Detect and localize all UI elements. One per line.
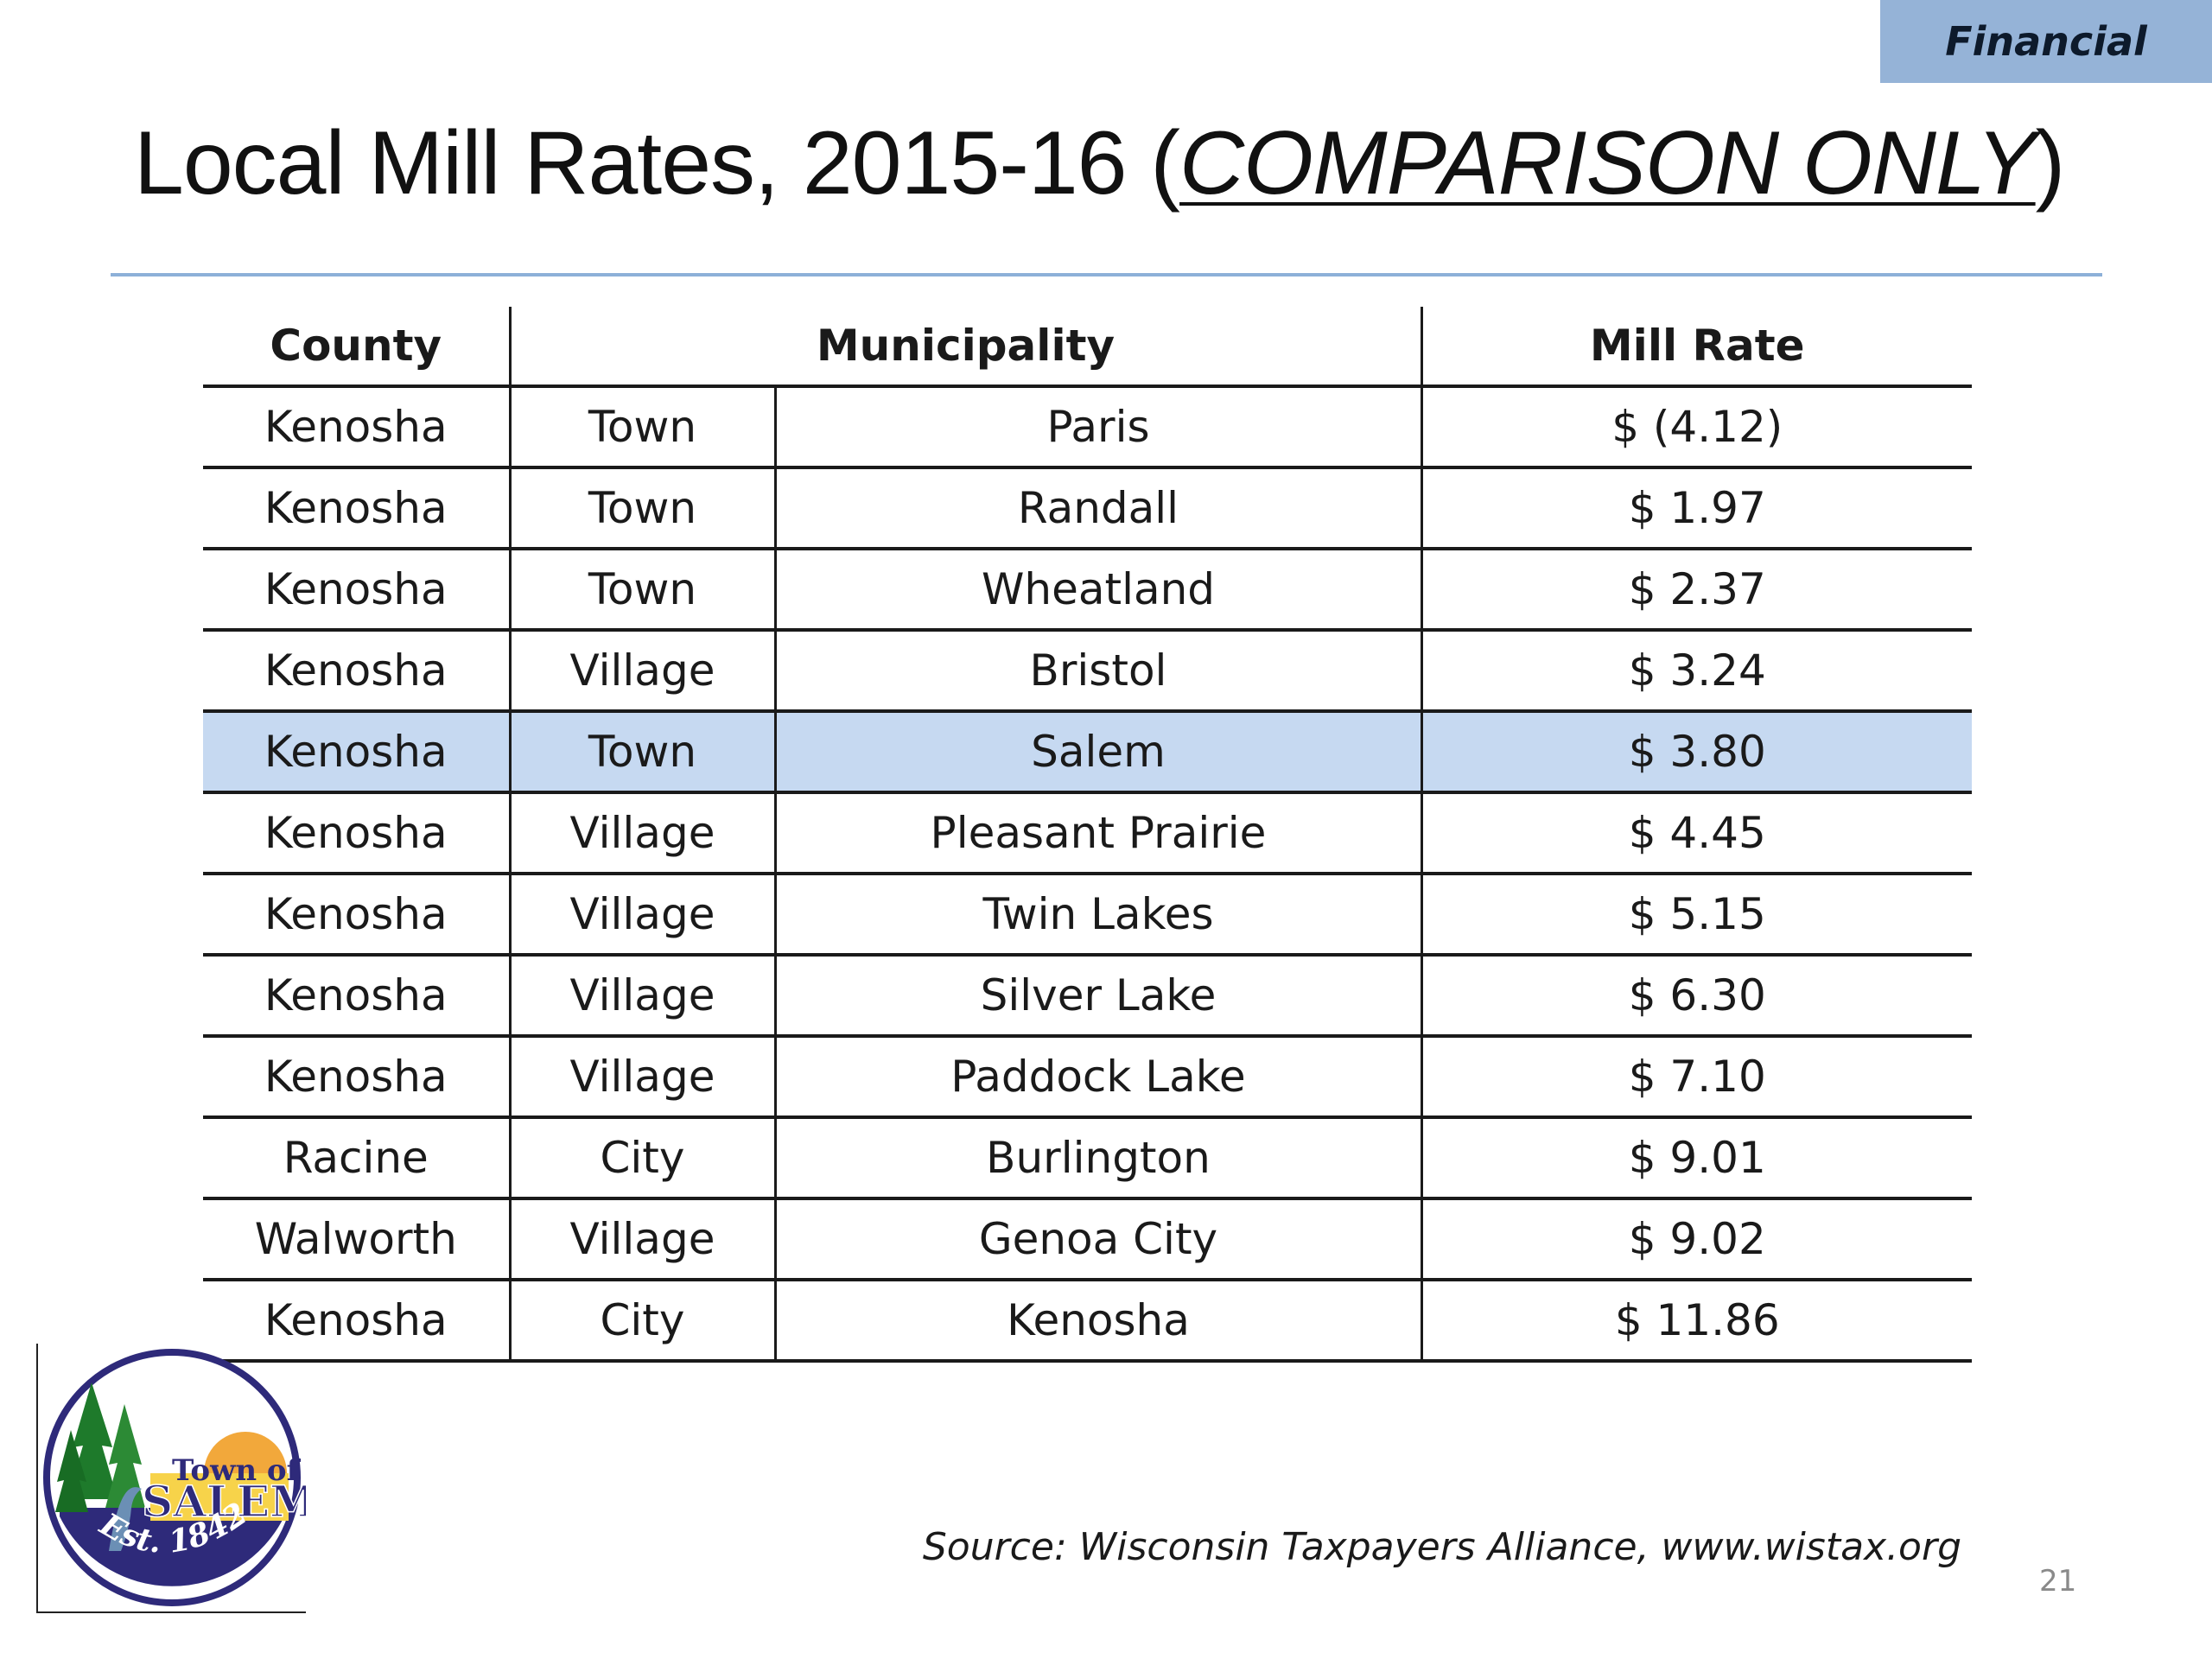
logo-line1: Town of bbox=[172, 1453, 302, 1488]
town-of-salem-logo: Town of SALEM Est. 1842 bbox=[36, 1344, 318, 1613]
cell-mill-rate: $ 9.01 bbox=[1420, 1117, 1972, 1200]
cell-county: Kenosha bbox=[203, 874, 510, 957]
cell-municipality-name: Paddock Lake bbox=[773, 1036, 1421, 1119]
cell-municipality-type: Town bbox=[508, 386, 775, 469]
table-row: Racine City Burlington $ 9.01 bbox=[203, 1117, 1972, 1200]
title-emphasis: COMPARISON ONLY bbox=[1179, 113, 2037, 213]
cell-mill-rate: $ 1.97 bbox=[1420, 467, 1972, 550]
page-title: Local Mill Rates, 2015-16 (COMPARISON ON… bbox=[134, 112, 2066, 215]
cell-mill-rate: $ 11.86 bbox=[1420, 1280, 1972, 1363]
cell-municipality-type: City bbox=[508, 1117, 775, 1200]
header-municipality: Municipality bbox=[508, 307, 1421, 388]
cell-mill-rate: $ 2.37 bbox=[1420, 549, 1972, 632]
cell-mill-rate: $ 3.80 bbox=[1420, 711, 1972, 794]
page-number: 21 bbox=[2039, 1564, 2077, 1599]
header-mill-rate: Mill Rate bbox=[1420, 307, 1972, 388]
cell-county: Kenosha bbox=[203, 1280, 510, 1363]
cell-county: Kenosha bbox=[203, 711, 510, 794]
table-row: Kenosha Village Bristol $ 3.24 bbox=[203, 630, 1972, 713]
cell-municipality-type: Village bbox=[508, 874, 775, 957]
cell-municipality-name: Burlington bbox=[773, 1117, 1421, 1200]
title-divider bbox=[111, 273, 2102, 276]
cell-mill-rate: $ 6.30 bbox=[1420, 955, 1972, 1038]
cell-municipality-type: City bbox=[508, 1280, 775, 1363]
cell-municipality-name: Genoa City bbox=[773, 1198, 1421, 1281]
section-tag: Financial bbox=[1880, 0, 2212, 83]
table-row: Kenosha City Kenosha $ 11.86 bbox=[203, 1280, 1972, 1363]
cell-mill-rate: $ 5.15 bbox=[1420, 874, 1972, 957]
cell-municipality-type: Village bbox=[508, 955, 775, 1038]
cell-mill-rate: $ 4.45 bbox=[1420, 792, 1972, 875]
cell-municipality-name: Paris bbox=[773, 386, 1421, 469]
cell-county: Kenosha bbox=[203, 955, 510, 1038]
cell-municipality-name: Pleasant Prairie bbox=[773, 792, 1421, 875]
cell-county: Kenosha bbox=[203, 630, 510, 713]
table-row: Kenosha Village Silver Lake $ 6.30 bbox=[203, 955, 1972, 1038]
header-county: County bbox=[203, 307, 510, 388]
cell-municipality-type: Town bbox=[508, 549, 775, 632]
source-citation: Source: Wisconsin Taxpayers Alliance, ww… bbox=[922, 1525, 1961, 1569]
cell-county: Kenosha bbox=[203, 467, 510, 550]
table-header-row: County Municipality Mill Rate bbox=[203, 307, 1972, 388]
table-row: Kenosha Village Pleasant Prairie $ 4.45 bbox=[203, 792, 1972, 875]
cell-municipality-type: Town bbox=[508, 467, 775, 550]
cell-municipality-name: Silver Lake bbox=[773, 955, 1421, 1038]
table-row: Kenosha Village Paddock Lake $ 7.10 bbox=[203, 1036, 1972, 1119]
cell-municipality-name: Bristol bbox=[773, 630, 1421, 713]
logo-line2: SALEM bbox=[142, 1476, 306, 1527]
table-row: Walworth Village Genoa City $ 9.02 bbox=[203, 1198, 1972, 1281]
cell-municipality-type: Village bbox=[508, 630, 775, 713]
title-main: Local Mill Rates, 2015-16 ( bbox=[134, 113, 1180, 213]
cell-mill-rate: $ 7.10 bbox=[1420, 1036, 1972, 1119]
cell-mill-rate: $ 9.02 bbox=[1420, 1198, 1972, 1281]
cell-municipality-name: Salem bbox=[773, 711, 1421, 794]
logo-seal-icon: Town of SALEM Est. 1842 bbox=[43, 1349, 318, 1606]
cell-municipality-name: Wheatland bbox=[773, 549, 1421, 632]
table-row: Kenosha Town Salem $ 3.80 bbox=[203, 711, 1972, 794]
cell-municipality-type: Village bbox=[508, 792, 775, 875]
cell-county: Walworth bbox=[203, 1198, 510, 1281]
cell-municipality-type: Village bbox=[508, 1036, 775, 1119]
table-row: Kenosha Town Randall $ 1.97 bbox=[203, 467, 1972, 550]
cell-municipality-name: Randall bbox=[773, 467, 1421, 550]
cell-county: Kenosha bbox=[203, 1036, 510, 1119]
cell-municipality-type: Village bbox=[508, 1198, 775, 1281]
table-row: Kenosha Town Paris $ (4.12) bbox=[203, 386, 1972, 469]
table-body: Kenosha Town Paris $ (4.12) Kenosha Town Randa… bbox=[203, 386, 1972, 1363]
cell-municipality-type: Town bbox=[508, 711, 775, 794]
cell-mill-rate: $ (4.12) bbox=[1420, 386, 1972, 469]
cell-county: Kenosha bbox=[203, 386, 510, 469]
mill-rate-table: County Municipality Mill Rate Kenosha Tow… bbox=[203, 307, 1972, 1363]
cell-county: Kenosha bbox=[203, 792, 510, 875]
table-row: Kenosha Village Twin Lakes $ 5.15 bbox=[203, 874, 1972, 957]
cell-mill-rate: $ 3.24 bbox=[1420, 630, 1972, 713]
cell-municipality-name: Twin Lakes bbox=[773, 874, 1421, 957]
cell-county: Racine bbox=[203, 1117, 510, 1200]
cell-municipality-name: Kenosha bbox=[773, 1280, 1421, 1363]
title-close: ) bbox=[2035, 113, 2066, 213]
cell-county: Kenosha bbox=[203, 549, 510, 632]
table-row: Kenosha Town Wheatland $ 2.37 bbox=[203, 549, 1972, 632]
